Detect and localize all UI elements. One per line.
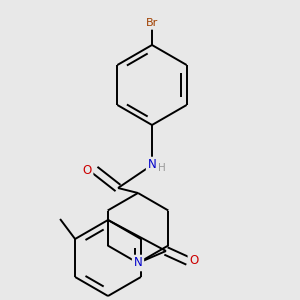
Text: O: O <box>189 254 199 268</box>
Text: N: N <box>134 256 142 269</box>
Text: O: O <box>82 164 91 176</box>
Text: N: N <box>148 158 156 172</box>
Text: H: H <box>158 163 166 173</box>
Text: Br: Br <box>146 18 158 28</box>
